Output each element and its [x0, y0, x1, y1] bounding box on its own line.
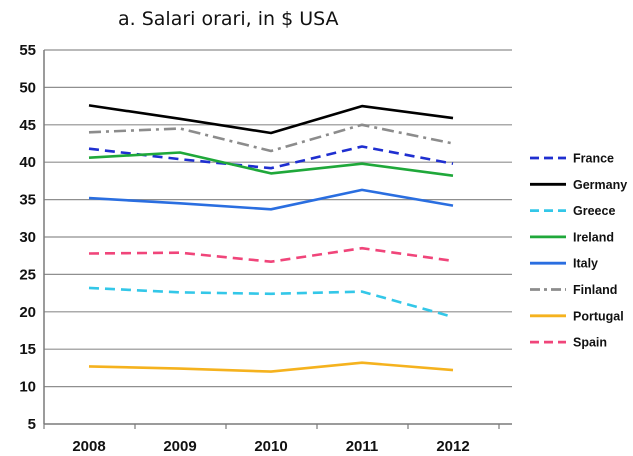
- y-tick-label-55: 55: [19, 42, 36, 59]
- y-tick-label-15: 15: [19, 341, 36, 358]
- legend: France Germany Greece Ireland Italy Finland Po…: [530, 152, 627, 350]
- y-tick-label-5: 5: [28, 416, 36, 433]
- axes: 5 10 15 20 25 30 35 40 45 50 55 2008 2009 2010 2011 201…: [19, 42, 512, 455]
- y-tick-label-10: 10: [19, 379, 36, 396]
- series-line-spain: [89, 248, 453, 262]
- series-line-greece: [89, 288, 453, 317]
- x-tick-label-2011: 2011: [346, 438, 379, 455]
- legend-label-ireland: Ireland: [573, 230, 614, 244]
- series-line-finland: [89, 125, 453, 151]
- gridlines: [44, 50, 512, 387]
- legend-label-greece: Greece: [573, 204, 615, 218]
- y-tick-label-40: 40: [19, 154, 36, 171]
- chart-title: a. Salari orari, in $ USA: [118, 8, 339, 30]
- legend-label-germany: Germany: [573, 178, 627, 192]
- y-tick-label-50: 50: [19, 79, 36, 96]
- y-tick-label-30: 30: [19, 229, 36, 246]
- series-line-portugal: [89, 363, 453, 372]
- x-tick-label-2012: 2012: [436, 438, 469, 455]
- x-tick-label-2009: 2009: [163, 438, 196, 455]
- y-tick-label-20: 20: [19, 304, 36, 321]
- series-lines: [89, 105, 453, 371]
- legend-label-finland: Finland: [573, 283, 617, 297]
- legend-label-spain: Spain: [573, 336, 607, 350]
- legend-label-italy: Italy: [573, 257, 598, 271]
- y-tick-label-35: 35: [19, 192, 36, 209]
- x-tick-label-2010: 2010: [254, 438, 287, 455]
- legend-label-france: France: [573, 152, 614, 166]
- legend-label-portugal: Portugal: [573, 309, 624, 323]
- y-tick-label-25: 25: [19, 266, 36, 283]
- x-tick-label-2008: 2008: [72, 438, 105, 455]
- y-tick-label-45: 45: [19, 117, 36, 134]
